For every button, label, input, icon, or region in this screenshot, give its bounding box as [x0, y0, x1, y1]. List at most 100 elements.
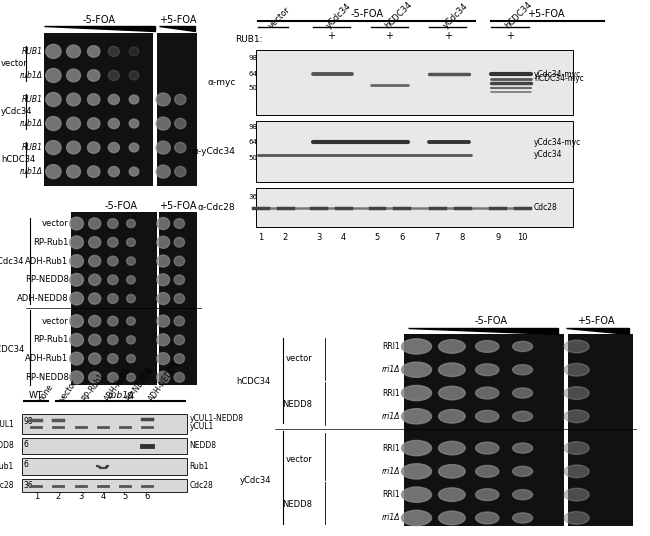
Circle shape	[46, 69, 61, 83]
Circle shape	[564, 465, 589, 478]
Circle shape	[513, 443, 532, 453]
Text: RP-NEDD8: RP-NEDD8	[25, 276, 68, 284]
Text: +5-FOA: +5-FOA	[577, 316, 614, 326]
Text: RRI1: RRI1	[382, 444, 400, 452]
Text: +: +	[444, 32, 452, 41]
Circle shape	[108, 294, 118, 303]
Text: 2: 2	[283, 233, 288, 242]
Text: α-myc: α-myc	[207, 78, 235, 87]
Circle shape	[88, 118, 100, 129]
Circle shape	[70, 333, 83, 346]
Circle shape	[402, 362, 432, 377]
Text: 5: 5	[374, 233, 380, 242]
Circle shape	[174, 354, 185, 363]
Text: rub1Δ: rub1Δ	[20, 167, 42, 176]
Text: hCDC34: hCDC34	[383, 0, 413, 31]
Circle shape	[156, 141, 170, 154]
Text: RUB1: RUB1	[21, 47, 42, 56]
Circle shape	[439, 363, 465, 376]
Circle shape	[109, 46, 120, 56]
Circle shape	[174, 256, 185, 266]
Circle shape	[88, 94, 100, 105]
Circle shape	[564, 386, 589, 399]
Text: vector: vector	[42, 317, 68, 325]
Text: hCDC34: hCDC34	[237, 377, 271, 386]
Text: yCdc34: yCdc34	[325, 2, 354, 31]
Circle shape	[108, 237, 118, 247]
Circle shape	[129, 95, 139, 104]
Circle shape	[66, 141, 81, 154]
Text: WT: WT	[29, 391, 44, 400]
Circle shape	[476, 364, 499, 376]
Circle shape	[88, 142, 100, 153]
Circle shape	[175, 118, 186, 129]
Circle shape	[513, 411, 532, 421]
Text: hCDC34: hCDC34	[1, 155, 35, 164]
Circle shape	[88, 166, 100, 177]
Circle shape	[129, 119, 139, 128]
Text: 5: 5	[122, 492, 127, 501]
Bar	[159, 212, 198, 385]
Text: vector: vector	[286, 455, 313, 464]
Text: α-yCdc34: α-yCdc34	[192, 147, 235, 156]
Circle shape	[513, 341, 532, 352]
Text: 50: 50	[249, 85, 257, 91]
Text: 8: 8	[460, 233, 465, 242]
Circle shape	[108, 316, 118, 326]
Polygon shape	[44, 26, 155, 31]
Circle shape	[476, 442, 499, 454]
Circle shape	[402, 510, 432, 526]
Circle shape	[564, 511, 589, 524]
Circle shape	[402, 441, 432, 456]
Text: +5-FOA: +5-FOA	[526, 9, 564, 19]
Circle shape	[157, 371, 170, 383]
Text: α-Rub1: α-Rub1	[0, 462, 14, 471]
Text: ADH-Rub1: ADH-Rub1	[103, 366, 133, 404]
Circle shape	[88, 70, 100, 81]
Text: ADH-NEDD8: ADH-NEDD8	[17, 294, 68, 303]
Text: 10: 10	[517, 233, 528, 242]
Circle shape	[108, 275, 118, 285]
Bar	[404, 334, 564, 526]
Circle shape	[127, 373, 135, 382]
Circle shape	[174, 275, 185, 285]
Circle shape	[46, 44, 61, 58]
Circle shape	[174, 335, 185, 345]
Circle shape	[476, 465, 499, 477]
Circle shape	[564, 488, 589, 501]
Text: yCdc34-myc: yCdc34-myc	[534, 138, 581, 147]
Text: 64: 64	[249, 139, 257, 145]
Bar	[44, 33, 153, 187]
Text: RP-Rub1: RP-Rub1	[33, 336, 68, 344]
Bar	[22, 414, 187, 434]
Circle shape	[174, 294, 185, 303]
Text: yCdc34: yCdc34	[0, 257, 24, 265]
Text: -5-FOA: -5-FOA	[83, 15, 115, 25]
Text: RP-Rub1: RP-Rub1	[81, 372, 107, 404]
Text: RRI1: RRI1	[382, 389, 400, 398]
Circle shape	[157, 293, 170, 304]
Text: 3: 3	[316, 233, 322, 242]
Text: hCDC34-myc: hCDC34-myc	[534, 75, 584, 84]
Text: yCdc34: yCdc34	[534, 150, 562, 159]
Circle shape	[439, 340, 465, 353]
Polygon shape	[408, 329, 558, 334]
Circle shape	[157, 255, 170, 267]
Text: vector: vector	[58, 378, 80, 404]
Text: +: +	[385, 32, 393, 41]
Text: rri1Δ: rri1Δ	[382, 365, 400, 374]
Text: 9: 9	[495, 233, 500, 242]
Text: +5-FOA: +5-FOA	[159, 200, 196, 211]
Text: RP-NEDD8: RP-NEDD8	[125, 366, 155, 404]
Circle shape	[439, 410, 465, 423]
Circle shape	[513, 513, 532, 523]
Circle shape	[157, 334, 170, 346]
Circle shape	[127, 336, 135, 344]
Text: α-NEDD8: α-NEDD8	[0, 442, 14, 450]
Text: 6: 6	[23, 440, 28, 449]
Circle shape	[70, 292, 83, 305]
Circle shape	[402, 487, 432, 502]
Circle shape	[476, 340, 499, 352]
Circle shape	[127, 257, 135, 265]
Circle shape	[402, 464, 432, 479]
